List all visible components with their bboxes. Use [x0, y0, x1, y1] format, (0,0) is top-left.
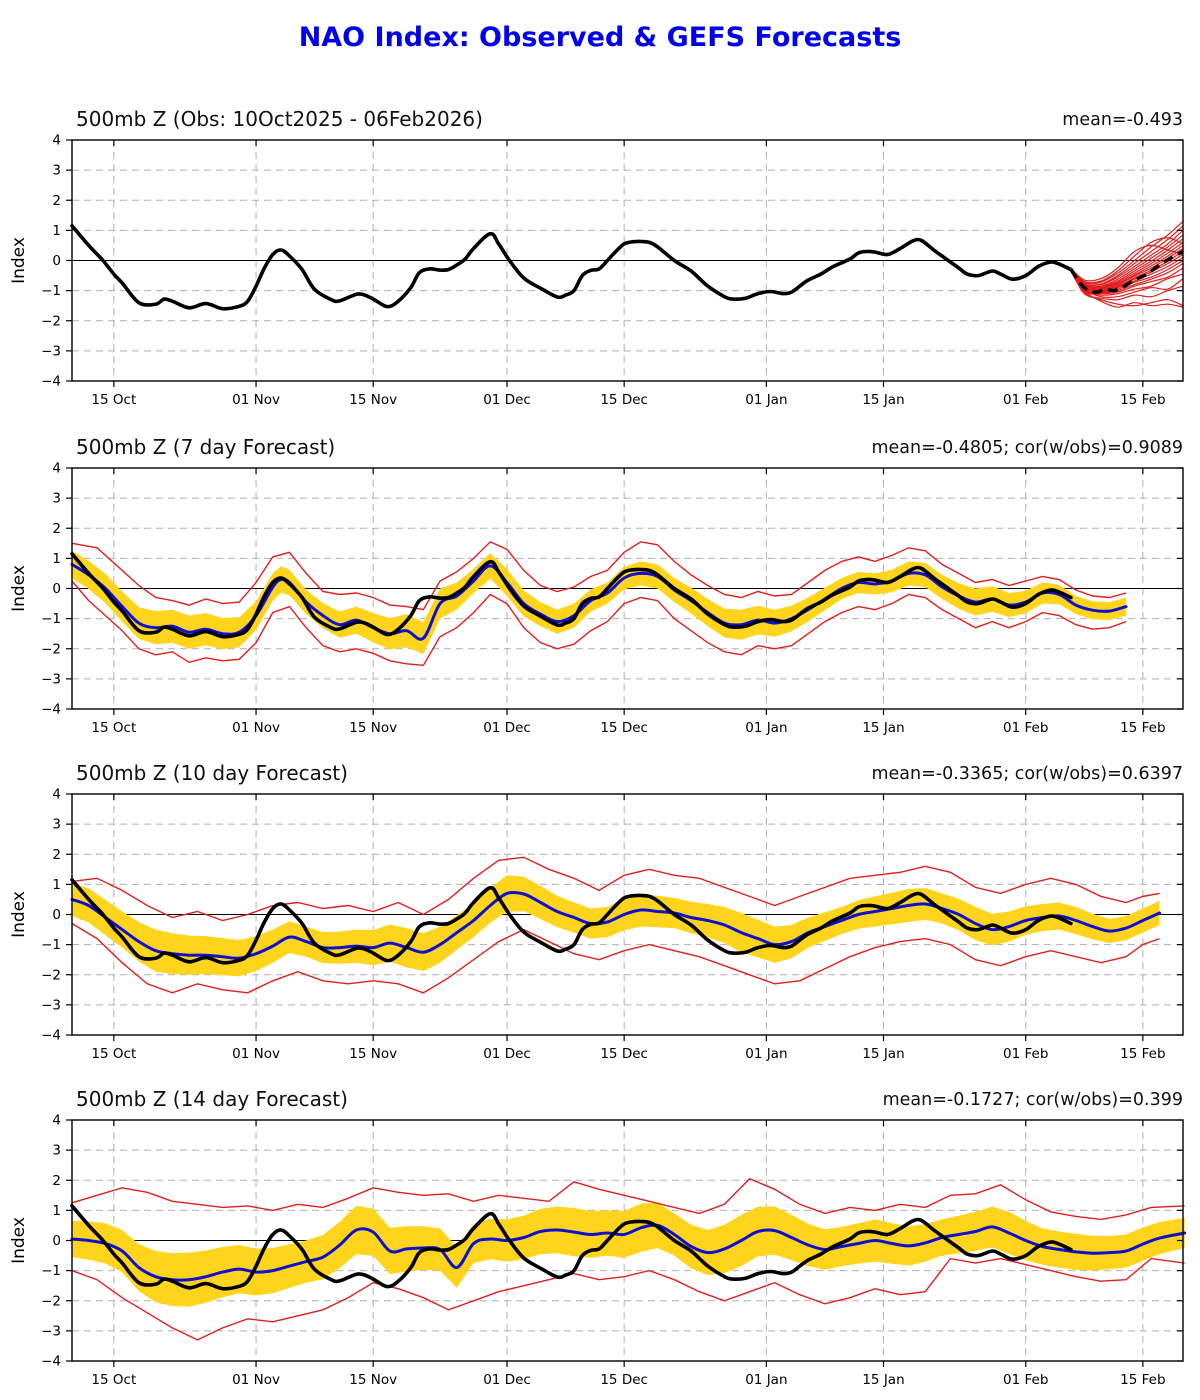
svg-text:−3: −3 [41, 343, 61, 359]
svg-text:01 Nov: 01 Nov [232, 1046, 280, 1062]
svg-text:01 Jan: 01 Jan [745, 392, 787, 408]
y-axis-label: Index [9, 891, 29, 938]
svg-text:15 Jan: 15 Jan [862, 720, 904, 736]
svg-text:15 Dec: 15 Dec [600, 392, 648, 408]
y-axis-label: Index [9, 565, 29, 612]
svg-text:−1: −1 [41, 1263, 61, 1279]
svg-text:0: 0 [52, 907, 61, 923]
svg-text:2: 2 [52, 847, 61, 863]
panel-14day-title: 500mb Z (14 day Forecast) [76, 1087, 348, 1111]
svg-text:01 Jan: 01 Jan [745, 1046, 787, 1062]
svg-text:−2: −2 [41, 1293, 61, 1309]
panel-7day-plot: 15 Oct 01 Nov 15 Nov 01 Dec 15 Dec 01 Jan 15 J… [9, 461, 1184, 736]
svg-text:15 Nov: 15 Nov [349, 1372, 397, 1388]
svg-text:2: 2 [52, 1173, 61, 1189]
svg-text:01 Dec: 01 Dec [483, 720, 531, 736]
panel-obs-stats: mean=-0.493 [1062, 110, 1183, 130]
svg-text:2: 2 [52, 193, 61, 209]
panel-10day-plot: 15 Oct 01 Nov 15 Nov 01 Dec 15 Dec 01 Jan 15 J… [9, 787, 1184, 1062]
svg-text:01 Nov: 01 Nov [232, 392, 280, 408]
panel-7day-title: 500mb Z (7 day Forecast) [76, 435, 336, 459]
svg-text:4: 4 [52, 133, 61, 149]
svg-text:01 Feb: 01 Feb [1003, 1046, 1048, 1062]
svg-text:01 Feb: 01 Feb [1003, 720, 1048, 736]
svg-text:15 Oct: 15 Oct [91, 720, 136, 736]
svg-text:−3: −3 [41, 671, 61, 687]
svg-text:15 Feb: 15 Feb [1120, 392, 1165, 408]
y-axis-label: Index [9, 1217, 29, 1264]
panel-14day-plot: 15 Oct 01 Nov 15 Nov 01 Dec 15 Dec 01 Jan 15 J… [9, 1113, 1187, 1388]
svg-text:15 Jan: 15 Jan [862, 1372, 904, 1388]
panel-10day-title: 500mb Z (10 day Forecast) [76, 761, 348, 785]
svg-text:−4: −4 [41, 374, 61, 390]
panel-14day-stats: mean=-0.1727; cor(w/obs)=0.399 [882, 1090, 1183, 1110]
svg-text:15 Dec: 15 Dec [600, 1372, 648, 1388]
svg-text:15 Feb: 15 Feb [1120, 1372, 1165, 1388]
svg-text:15 Nov: 15 Nov [349, 392, 397, 408]
svg-text:4: 4 [52, 461, 61, 477]
panel-10day-stats: mean=-0.3365; cor(w/obs)=0.6397 [871, 764, 1183, 784]
svg-text:15 Jan: 15 Jan [862, 392, 904, 408]
svg-text:−2: −2 [41, 313, 61, 329]
svg-text:15 Oct: 15 Oct [91, 1372, 136, 1388]
svg-text:15 Oct: 15 Oct [91, 392, 136, 408]
svg-text:15 Dec: 15 Dec [600, 720, 648, 736]
svg-text:2: 2 [52, 521, 61, 537]
svg-text:01 Jan: 01 Jan [745, 1372, 787, 1388]
svg-text:1: 1 [52, 551, 61, 567]
panel-7day-stats: mean=-0.4805; cor(w/obs)=0.9089 [871, 438, 1183, 458]
svg-text:−2: −2 [41, 641, 61, 657]
page-title: NAO Index: Observed & GEFS Forecasts [298, 22, 902, 53]
panel-obs-plot: 15 Oct 01 Nov 15 Nov 01 Dec 15 Dec 01 Jan 15 J… [9, 133, 1184, 408]
svg-text:15 Feb: 15 Feb [1120, 720, 1165, 736]
svg-text:−4: −4 [41, 1354, 61, 1370]
svg-text:0: 0 [52, 1233, 61, 1249]
svg-text:15 Nov: 15 Nov [349, 720, 397, 736]
svg-text:15 Oct: 15 Oct [91, 1046, 136, 1062]
svg-text:3: 3 [52, 163, 61, 179]
svg-text:01 Feb: 01 Feb [1003, 1372, 1048, 1388]
svg-text:0: 0 [52, 253, 61, 269]
svg-text:01 Dec: 01 Dec [483, 392, 531, 408]
svg-text:−4: −4 [41, 1028, 61, 1044]
svg-text:−4: −4 [41, 702, 61, 718]
svg-text:4: 4 [52, 1113, 61, 1129]
svg-text:01 Nov: 01 Nov [232, 720, 280, 736]
svg-text:01 Feb: 01 Feb [1003, 392, 1048, 408]
svg-text:15 Nov: 15 Nov [349, 1046, 397, 1062]
svg-text:−2: −2 [41, 967, 61, 983]
svg-text:15 Feb: 15 Feb [1120, 1046, 1165, 1062]
svg-text:3: 3 [52, 1143, 61, 1159]
svg-text:0: 0 [52, 581, 61, 597]
svg-text:−3: −3 [41, 1323, 61, 1339]
svg-text:3: 3 [52, 491, 61, 507]
svg-text:−1: −1 [41, 611, 61, 627]
svg-text:1: 1 [52, 1203, 61, 1219]
svg-text:01 Jan: 01 Jan [745, 720, 787, 736]
svg-text:01 Dec: 01 Dec [483, 1046, 531, 1062]
svg-text:−1: −1 [41, 937, 61, 953]
svg-text:01 Dec: 01 Dec [483, 1372, 531, 1388]
panel-obs-title: 500mb Z (Obs: 10Oct2025 - 06Feb2026) [76, 107, 483, 131]
svg-text:15 Jan: 15 Jan [862, 1046, 904, 1062]
svg-text:−1: −1 [41, 283, 61, 299]
svg-text:4: 4 [52, 787, 61, 803]
y-axis-label: Index [9, 237, 29, 284]
svg-text:−3: −3 [41, 997, 61, 1013]
svg-text:1: 1 [52, 223, 61, 239]
svg-text:15 Dec: 15 Dec [600, 1046, 648, 1062]
svg-text:01 Nov: 01 Nov [232, 1372, 280, 1388]
svg-text:3: 3 [52, 817, 61, 833]
svg-text:1: 1 [52, 877, 61, 893]
